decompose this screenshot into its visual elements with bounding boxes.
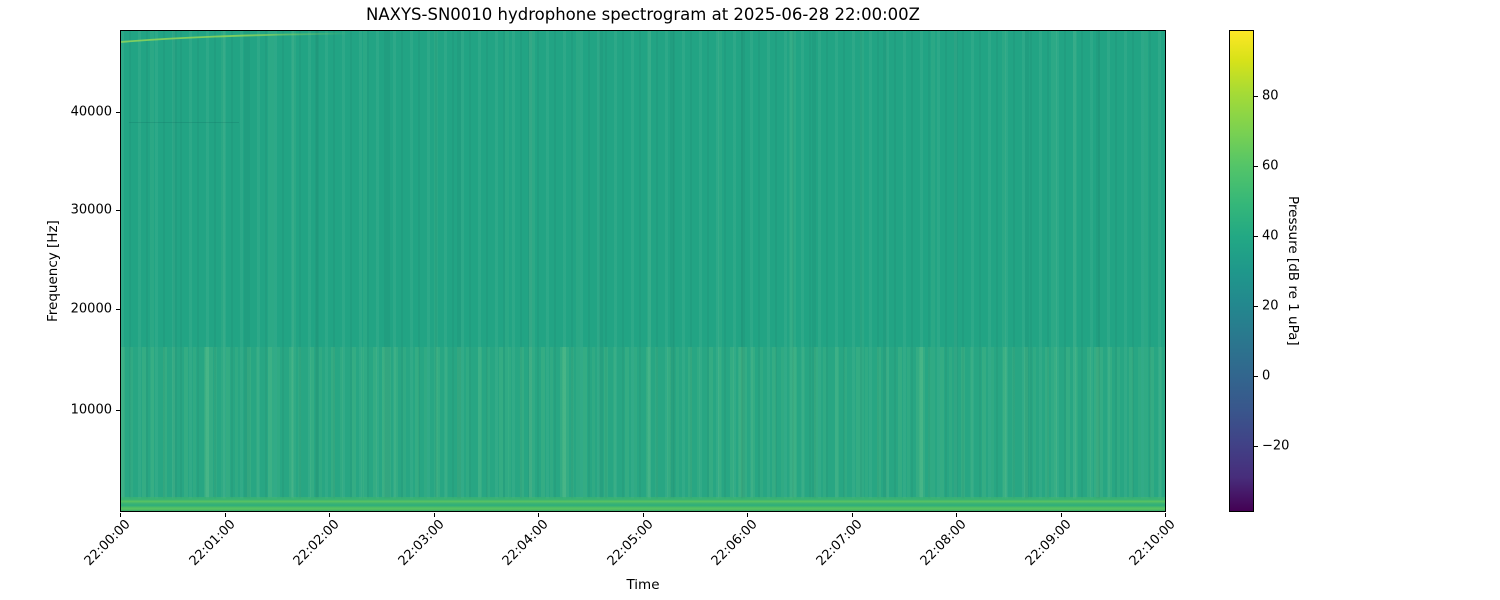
colorbar-tick-mark (1254, 236, 1258, 237)
y-tick-mark (116, 410, 120, 411)
y-axis-label: Frequency [Hz] (45, 220, 61, 322)
spectrogram-faint-39khz-line (129, 122, 239, 123)
x-tick-mark (643, 513, 644, 517)
x-tick-mark (1165, 513, 1166, 517)
spectrogram-chirp-sweep (121, 32, 352, 43)
colorbar-tick-label: 20 (1262, 298, 1279, 314)
colorbar-axis-label: Pressure [dB re 1 uPa] (1285, 196, 1301, 346)
colorbar-tick-mark (1254, 376, 1258, 377)
spectrogram-lowfreq-bright-band (121, 497, 1165, 511)
x-tick-mark (1061, 513, 1062, 517)
y-tick-label: 30000 (70, 202, 112, 218)
x-tick-mark (956, 513, 957, 517)
x-tick-mark (538, 513, 539, 517)
colorbar-tick-label: 80 (1262, 88, 1279, 104)
y-tick-mark (116, 309, 120, 310)
colorbar (1229, 30, 1254, 512)
colorbar-tick-mark (1254, 96, 1258, 97)
x-tick-mark (747, 513, 748, 517)
y-tick-label: 20000 (70, 301, 112, 317)
y-tick-mark (116, 210, 120, 211)
y-tick-label: 40000 (70, 104, 112, 120)
spectrogram-midband-striping (121, 347, 1165, 497)
y-tick-mark (116, 112, 120, 113)
x-tick-mark (225, 513, 226, 517)
colorbar-tick-label: 60 (1262, 158, 1279, 174)
x-tick-mark (852, 513, 853, 517)
spectrogram-plot-area (120, 30, 1166, 512)
colorbar-tick-mark (1254, 166, 1258, 167)
spectrogram-background-texture (121, 31, 1165, 511)
x-tick-mark (120, 513, 121, 517)
y-tick-label: 10000 (70, 402, 112, 418)
colorbar-tick-label: 40 (1262, 228, 1279, 244)
x-axis-label: Time (626, 577, 660, 593)
chart-title: NAXYS-SN0010 hydrophone spectrogram at 2… (366, 5, 920, 24)
x-tick-mark (329, 513, 330, 517)
colorbar-tick-label: 0 (1262, 368, 1271, 384)
x-tick-mark (434, 513, 435, 517)
colorbar-tick-mark (1254, 306, 1258, 307)
colorbar-tick-label: −20 (1262, 438, 1290, 454)
colorbar-tick-mark (1254, 446, 1258, 447)
